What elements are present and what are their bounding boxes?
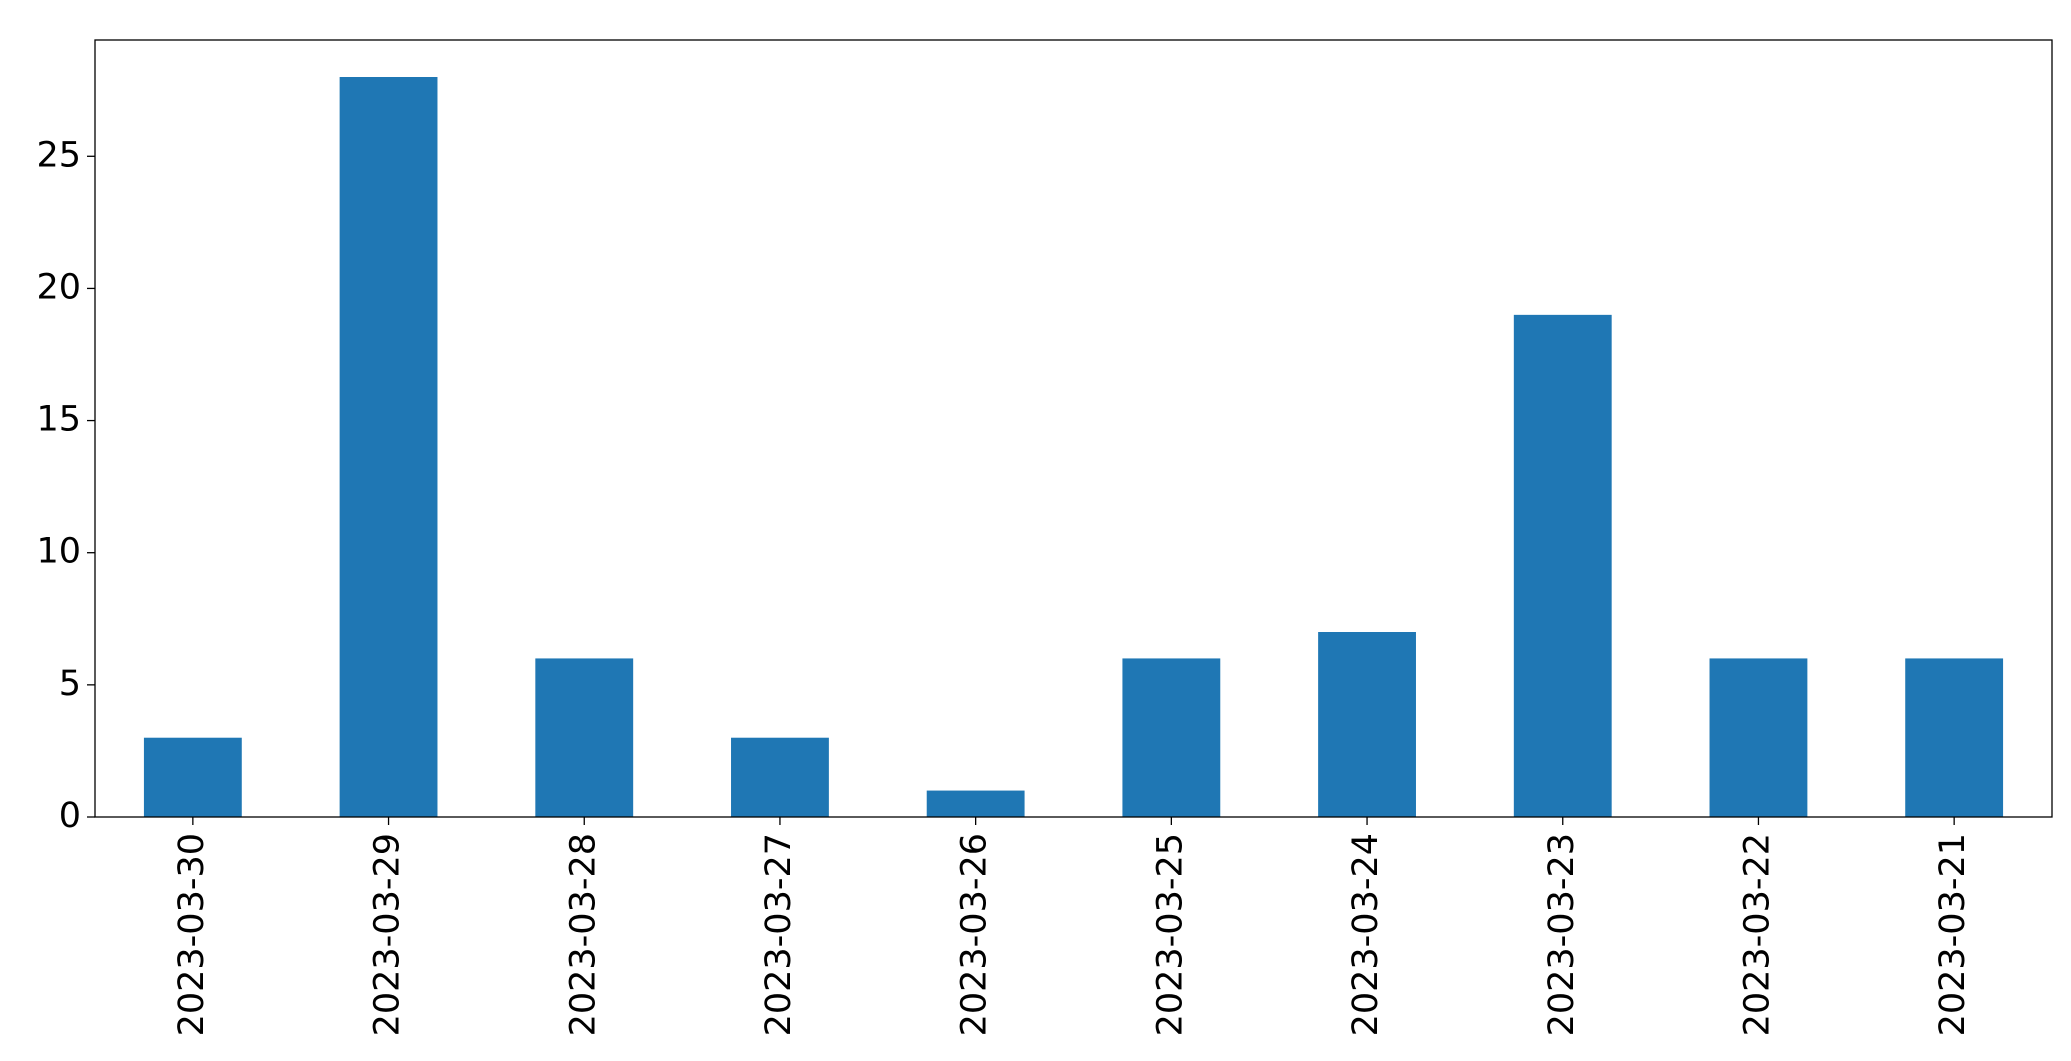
- x-tick-label: 2023-03-27: [759, 833, 799, 1036]
- bar: [1122, 658, 1221, 817]
- x-tick-label: 2023-03-23: [1542, 833, 1582, 1036]
- y-tick-label: 25: [36, 135, 81, 175]
- x-tick-label: 2023-03-29: [368, 833, 408, 1036]
- bar: [1513, 314, 1612, 817]
- y-tick-label: 20: [36, 267, 81, 307]
- x-tick-label: 2023-03-26: [955, 833, 995, 1036]
- plot-frame: [94, 39, 2053, 818]
- y-tick-label: 10: [36, 532, 81, 572]
- x-tick-label: 2023-03-28: [563, 833, 603, 1036]
- bar: [926, 790, 1025, 817]
- bar: [731, 737, 829, 817]
- bar: [1318, 632, 1416, 817]
- bar: [339, 77, 438, 817]
- bar: [1709, 658, 1808, 817]
- x-tick-label: 2023-03-30: [172, 833, 212, 1036]
- y-tick-label: 0: [59, 796, 81, 836]
- y-tick-label: 5: [59, 664, 81, 704]
- bar: [535, 658, 634, 817]
- y-tick-label: 15: [36, 400, 81, 440]
- x-tick-label: 2023-03-22: [1737, 833, 1777, 1036]
- x-tick-label: 2023-03-21: [1933, 833, 1973, 1036]
- x-tick-label: 2023-03-24: [1346, 833, 1386, 1036]
- x-tick-label: 2023-03-25: [1150, 833, 1190, 1036]
- bar: [1905, 658, 2004, 817]
- bar: [143, 737, 242, 817]
